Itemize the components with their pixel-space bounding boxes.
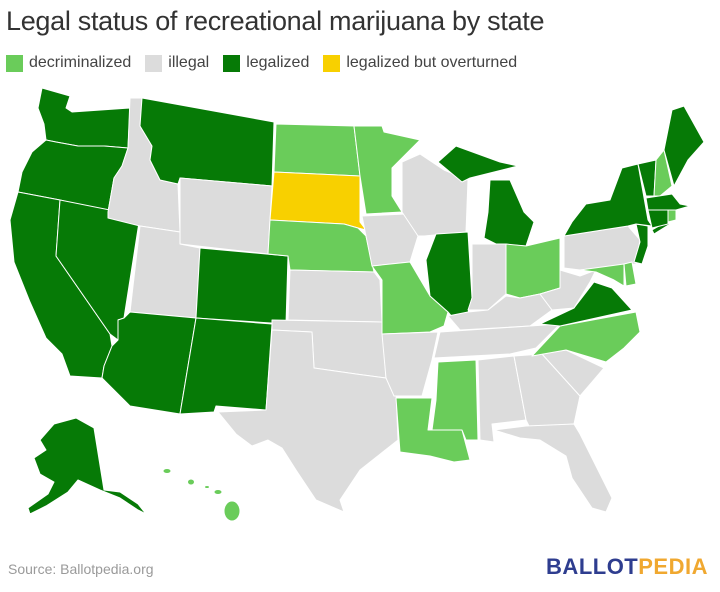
state-tennessee[interactable]: [433, 323, 561, 359]
state-minnesota[interactable]: [353, 125, 421, 215]
state-new-mexico[interactable]: [179, 317, 273, 415]
state-texas[interactable]: [217, 329, 399, 513]
ballotpedia-logo[interactable]: BALLOTPEDIA: [546, 554, 708, 580]
state-new-york[interactable]: [563, 163, 653, 237]
legend-item-illegal: illegal: [145, 54, 209, 72]
state-rhode-island[interactable]: [667, 209, 677, 223]
legend-swatch-legalized: [223, 54, 241, 72]
legend-swatch-illegal: [145, 54, 163, 72]
state-new-hampshire[interactable]: [653, 149, 673, 197]
source-note: Source: Ballotpedia.org: [8, 561, 154, 577]
map-title: Legal status of recreational marijuana b…: [6, 6, 545, 36]
brand-part-ballot: BALLOT: [546, 554, 639, 579]
legend-item-overturned: legalized but overturned: [323, 54, 517, 72]
state-hawaii-5[interactable]: [223, 500, 241, 522]
legend-label: legalized: [246, 54, 310, 71]
legend-item-legalized: legalized: [223, 54, 309, 72]
legend-swatch-overturned: [323, 54, 341, 72]
state-ohio[interactable]: [505, 237, 561, 299]
state-hawaii-4[interactable]: [213, 489, 223, 495]
state-connecticut[interactable]: [647, 209, 669, 229]
legend-label: illegal: [168, 54, 210, 71]
state-north-dakota[interactable]: [273, 123, 361, 177]
state-florida[interactable]: [493, 423, 613, 513]
legend-label: legalized but overturned: [346, 54, 518, 71]
state-michigan-upper[interactable]: [437, 145, 519, 183]
brand-part-pedia: PEDIA: [638, 554, 708, 579]
us-map: [0, 76, 720, 540]
state-hawaii-1[interactable]: [162, 468, 172, 474]
state-missouri[interactable]: [371, 261, 449, 335]
state-hawaii-2[interactable]: [187, 478, 195, 486]
state-wyoming[interactable]: [179, 177, 273, 255]
legend-label: decriminalized: [29, 54, 132, 71]
state-delaware[interactable]: [623, 261, 637, 287]
legend: decriminalized illegal legalized legaliz…: [6, 54, 531, 72]
state-maryland[interactable]: [579, 263, 625, 287]
legend-item-decriminalized: decriminalized: [6, 54, 131, 72]
state-arkansas[interactable]: [381, 331, 439, 397]
state-michigan-lower[interactable]: [483, 179, 535, 247]
state-washington[interactable]: [37, 87, 131, 149]
state-maine[interactable]: [663, 105, 705, 187]
state-mississippi[interactable]: [431, 359, 479, 441]
state-montana[interactable]: [139, 97, 275, 187]
state-alaska[interactable]: [27, 417, 147, 515]
state-hawaii-3[interactable]: [204, 485, 210, 489]
legend-swatch-decriminalized: [6, 54, 23, 72]
state-kansas[interactable]: [287, 269, 383, 323]
state-colorado[interactable]: [195, 247, 289, 325]
